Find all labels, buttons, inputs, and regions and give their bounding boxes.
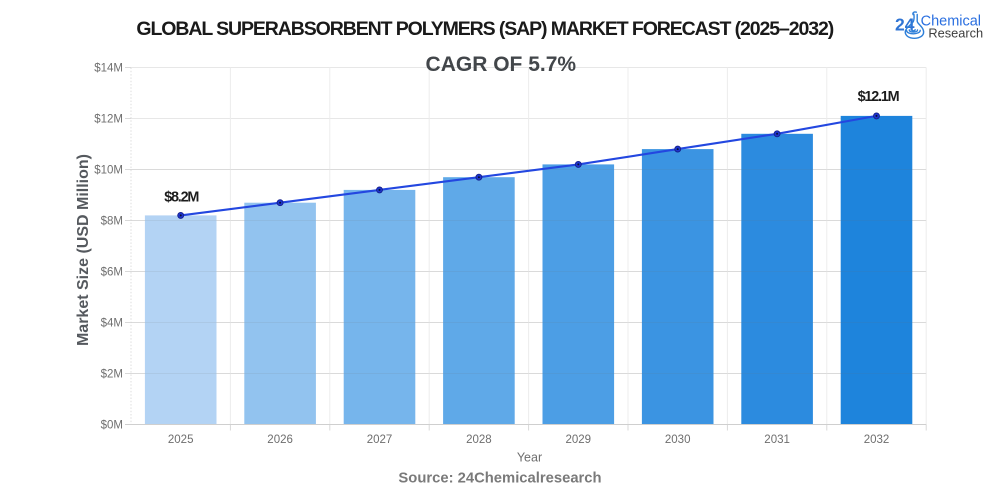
svg-text:Year: Year [517,451,542,465]
svg-text:$4M: $4M [101,318,123,330]
svg-text:$8.2M: $8.2M [164,190,199,206]
svg-text:$8M: $8M [101,216,123,228]
svg-text:Source: 24Chemicalresearch: Source: 24Chemicalresearch [398,471,601,487]
svg-text:24: 24 [895,15,915,35]
svg-text:$14M: $14M [94,63,123,75]
svg-text:Chemical: Chemical [921,13,981,29]
svg-text:2032: 2032 [864,434,890,446]
svg-text:2029: 2029 [566,434,592,446]
svg-text:GLOBAL SUPERABSORBENT POLYMERS: GLOBAL SUPERABSORBENT POLYMERS (SAP) MAR… [136,18,833,40]
svg-text:$10M: $10M [94,165,123,177]
svg-text:Research: Research [928,25,983,40]
svg-text:$6M: $6M [101,267,123,279]
svg-text:$2M: $2M [101,369,123,381]
svg-text:2026: 2026 [267,434,293,446]
svg-text:$0M: $0M [101,420,123,432]
svg-text:2027: 2027 [367,434,393,446]
svg-text:$12M: $12M [94,114,123,126]
svg-text:2028: 2028 [466,434,492,446]
svg-text:CAGR OF 5.7%: CAGR OF 5.7% [426,53,577,76]
svg-text:2030: 2030 [665,434,691,446]
svg-text:2025: 2025 [168,434,194,446]
svg-text:Market Size (USD Million): Market Size (USD Million) [75,154,92,346]
svg-text:2031: 2031 [764,434,790,446]
svg-text:$12.1M: $12.1M [858,89,900,105]
